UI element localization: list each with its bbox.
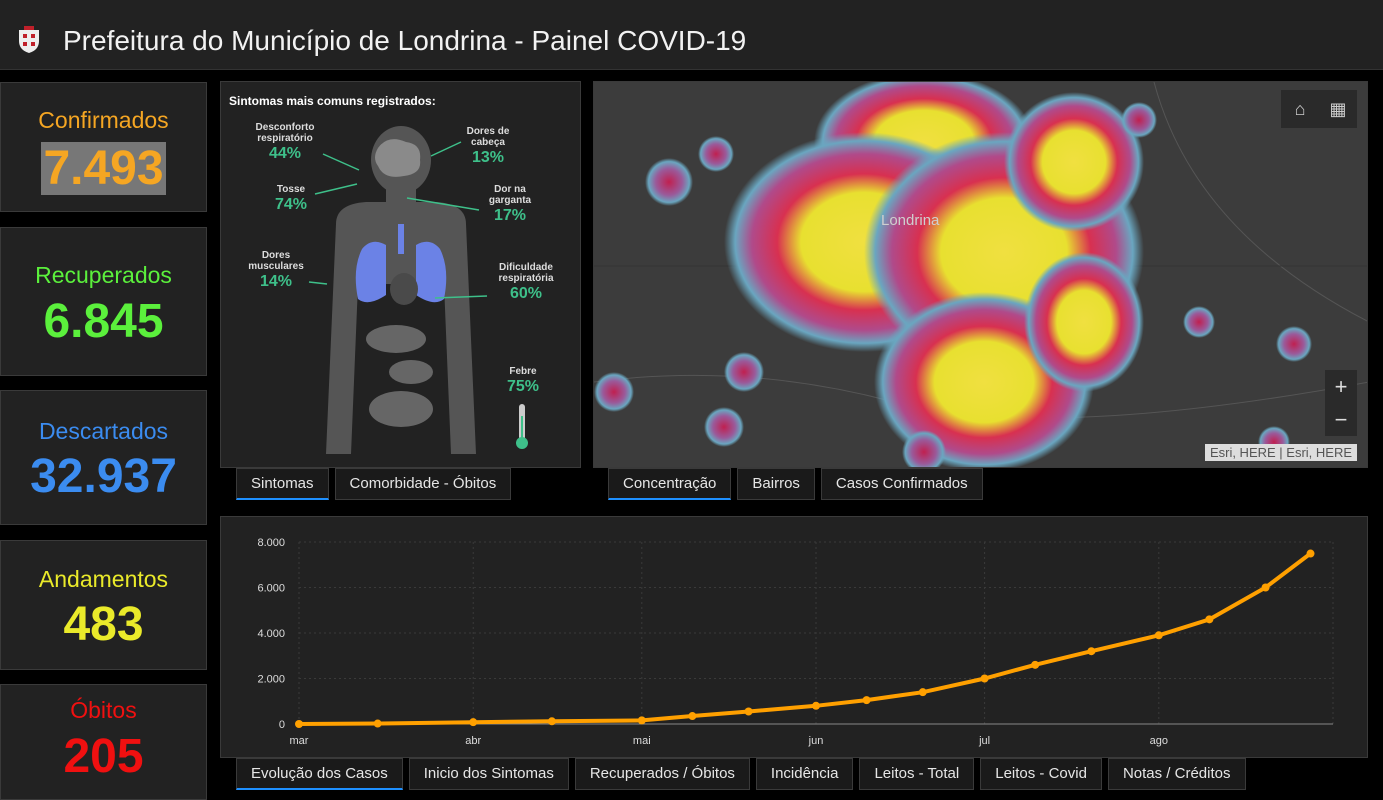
symptom-febre: Febre 75% bbox=[506, 366, 540, 395]
symptoms-panel: Sintomas mais comuns registrados: Descon… bbox=[220, 81, 581, 468]
data-point bbox=[862, 696, 871, 705]
card-value: 7.493 bbox=[41, 142, 166, 195]
tab-evolucao-casos[interactable]: Evolução dos Casos bbox=[236, 758, 403, 790]
data-point bbox=[637, 716, 646, 725]
symptom-dores-cabeca: Dores de cabeça 13% bbox=[466, 126, 510, 166]
data-point bbox=[918, 688, 927, 697]
tab-recuperados-obitos[interactable]: Recuperados / Óbitos bbox=[574, 758, 750, 790]
symptom-tabs: Sintomas Comorbidade - Óbitos bbox=[236, 468, 512, 500]
data-point bbox=[547, 717, 556, 726]
basemap-grid-icon[interactable]: ▦ bbox=[1329, 99, 1347, 119]
symptom-dificuldade: Dificuldade respiratória 60% bbox=[498, 262, 554, 302]
card-value: 483 bbox=[63, 598, 144, 651]
thermometer-icon bbox=[516, 404, 528, 449]
tab-notas-creditos[interactable]: Notas / Créditos bbox=[1107, 758, 1246, 790]
card-confirmados: Confirmados 7.493 bbox=[0, 82, 207, 212]
map-controls: ⌂ ▦ bbox=[1281, 90, 1357, 128]
chart-tabs: Evolução dos Casos Inicio dos Sintomas R… bbox=[236, 758, 1246, 790]
chart-svg: 0 2.000 4.000 6.000 8.000 mar abr mai jun jul ago bbox=[257, 537, 1334, 747]
card-andamentos: Andamentos 483 bbox=[0, 540, 207, 670]
symptom-arrows bbox=[308, 141, 488, 299]
card-label: Recuperados bbox=[35, 262, 172, 288]
data-point bbox=[1087, 647, 1096, 656]
data-point bbox=[1031, 660, 1040, 669]
symptom-desconforto: Desconforto respiratório 44% bbox=[255, 122, 315, 162]
zoom-out-button[interactable]: − bbox=[1334, 407, 1348, 432]
data-point bbox=[469, 718, 478, 727]
map-heatmap bbox=[594, 82, 1367, 467]
y-tick-label: 8.000 bbox=[257, 537, 285, 549]
data-point bbox=[688, 712, 697, 721]
card-value: 6.845 bbox=[43, 295, 164, 348]
card-label: Confirmados bbox=[38, 107, 169, 133]
card-label: Andamentos bbox=[38, 566, 169, 592]
symptoms-heading: Sintomas mais comuns registrados: bbox=[229, 94, 436, 108]
x-tick-label: ago bbox=[1150, 735, 1168, 747]
header: Prefeitura do Município de Londrina - Pa… bbox=[0, 0, 1383, 70]
data-point bbox=[373, 719, 382, 728]
zoom-in-button[interactable]: + bbox=[1334, 374, 1348, 399]
x-tick-label: jun bbox=[808, 735, 824, 747]
tab-bairros[interactable]: Bairros bbox=[737, 468, 815, 500]
tab-concentracao[interactable]: Concentração bbox=[608, 468, 732, 500]
cases-evolution-chart: 0 2.000 4.000 6.000 8.000 mar abr mai jun jul ago bbox=[220, 516, 1368, 758]
card-value: 205 bbox=[63, 730, 144, 783]
card-label: Óbitos bbox=[70, 697, 137, 723]
card-value: 32.937 bbox=[30, 450, 177, 503]
tab-leitos-covid[interactable]: Leitos - Covid bbox=[980, 758, 1102, 790]
data-point bbox=[1154, 631, 1163, 640]
data-point bbox=[1205, 615, 1214, 624]
data-point bbox=[980, 674, 989, 683]
card-obitos: Óbitos 205 bbox=[0, 684, 207, 800]
map-attribution[interactable]: Esri, HERE | Esri, HERE bbox=[1204, 444, 1357, 461]
tab-sintomas[interactable]: Sintomas bbox=[236, 468, 329, 500]
y-tick-label: 6.000 bbox=[257, 583, 285, 595]
tab-leitos-total[interactable]: Leitos - Total bbox=[859, 758, 975, 790]
symptom-tosse: Tosse 74% bbox=[274, 184, 308, 213]
data-point bbox=[812, 701, 820, 710]
y-tick-label: 0 bbox=[279, 719, 285, 731]
card-descartados: Descartados 32.937 bbox=[0, 390, 207, 525]
map-city-label: Londrina bbox=[881, 212, 940, 229]
heatmap-map[interactable]: Londrina ⌂ ▦ + − Esri, HERE | Esri, HERE bbox=[593, 81, 1368, 468]
tab-inicio-sintomas[interactable]: Inicio dos Sintomas bbox=[408, 758, 569, 790]
y-tick-label: 4.000 bbox=[257, 628, 285, 640]
tab-incidencia[interactable]: Incidência bbox=[755, 758, 854, 790]
page-title: Prefeitura do Município de Londrina - Pa… bbox=[63, 25, 747, 56]
card-label: Descartados bbox=[38, 418, 169, 444]
data-point bbox=[1261, 583, 1270, 592]
tab-casos-confirmados[interactable]: Casos Confirmados bbox=[820, 468, 983, 500]
tab-comorbidade-obitos[interactable]: Comorbidade - Óbitos bbox=[334, 468, 512, 500]
x-tick-label: mai bbox=[633, 735, 651, 747]
data-point bbox=[1306, 549, 1315, 558]
city-coat-of-arms-icon bbox=[19, 26, 39, 53]
x-tick-label: jul bbox=[978, 735, 990, 747]
zoom-controls: + − bbox=[1325, 370, 1357, 436]
human-body-illustration bbox=[326, 126, 476, 454]
symptom-dor-garganta: Dor na garganta 17% bbox=[488, 184, 532, 224]
data-point bbox=[744, 707, 753, 716]
symptom-dores-musculares: Dores musculares 14% bbox=[248, 250, 304, 290]
map-tabs: Concentração Bairros Casos Confirmados bbox=[608, 468, 983, 500]
data-point bbox=[295, 720, 303, 728]
card-recuperados: Recuperados 6.845 bbox=[0, 227, 207, 376]
x-tick-label: mar bbox=[290, 735, 309, 747]
y-tick-label: 2.000 bbox=[257, 674, 285, 686]
home-icon[interactable]: ⌂ bbox=[1294, 99, 1306, 119]
x-tick-label: abr bbox=[465, 735, 481, 747]
